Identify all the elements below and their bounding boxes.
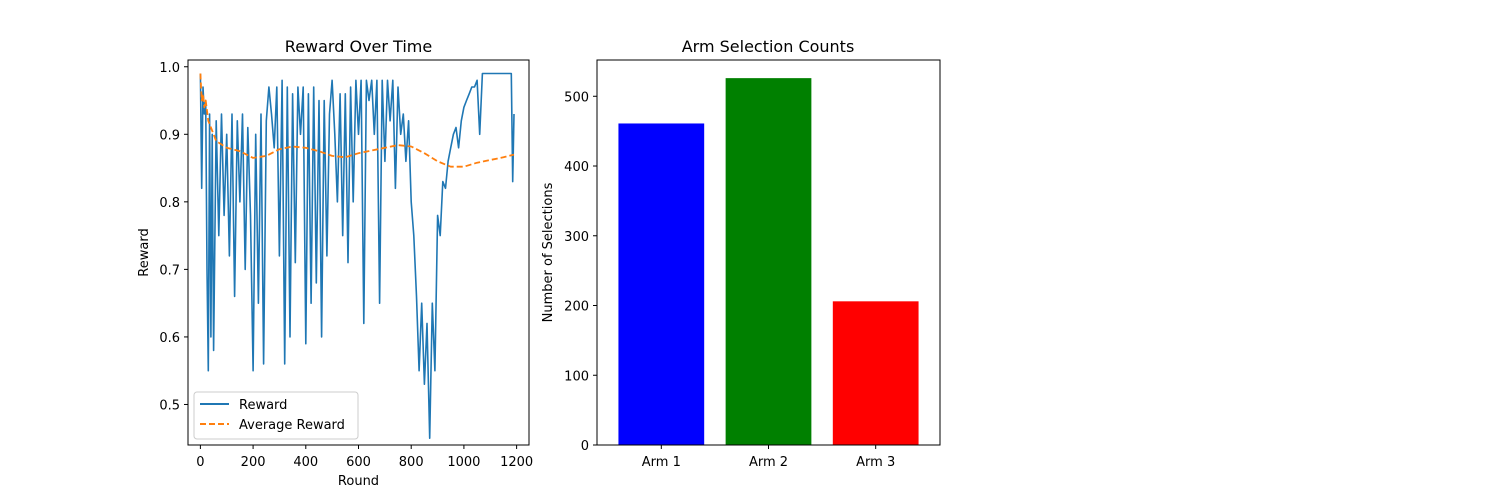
reward-x-axis: 0 200 400 600 800 1000 1200	[196, 445, 533, 470]
reward-line	[199, 72, 515, 440]
y-tick-label: 0.8	[159, 196, 180, 211]
y-tick-label: 500	[564, 90, 589, 105]
bar-arm-1	[618, 123, 705, 445]
reward-over-time-chart: Reward Over Time 0 200 400 600 800 1000 1200 0…	[137, 37, 533, 489]
y-tick-label: 0.9	[159, 128, 180, 143]
bar-arm-2	[725, 78, 812, 445]
y-tick-label: 100	[564, 369, 589, 384]
legend-reward-label: Reward	[239, 398, 287, 413]
arm-y-axis-label: Number of Selections	[541, 182, 556, 322]
y-tick-label: 0.7	[159, 263, 180, 278]
x-tick-label: 400	[293, 455, 318, 470]
category-label: Arm 3	[856, 455, 895, 470]
x-tick-label: 200	[241, 455, 266, 470]
average-reward-line	[199, 73, 515, 168]
y-tick-label: 300	[564, 230, 589, 245]
reward-series-layer	[199, 72, 515, 440]
y-tick-label: 0.5	[159, 398, 180, 413]
reward-chart-title: Reward Over Time	[285, 37, 432, 56]
y-tick-label: 0.6	[159, 331, 180, 346]
y-tick-label: 200	[564, 300, 589, 315]
y-tick-label: 400	[564, 160, 589, 175]
x-tick-label: 1200	[500, 455, 533, 470]
x-tick-label: 800	[399, 455, 424, 470]
y-tick-label: 1.0	[159, 61, 180, 76]
arm-chart-title: Arm Selection Counts	[682, 37, 855, 56]
arm-bars-layer	[618, 78, 919, 445]
bar-arm-3	[832, 301, 919, 445]
reward-y-axis-label: Reward	[137, 228, 152, 276]
category-label: Arm 2	[749, 455, 788, 470]
category-label: Arm 1	[642, 455, 681, 470]
legend-average-reward-label: Average Reward	[239, 418, 345, 433]
arm-x-axis: Arm 1 Arm 2 Arm 3	[642, 445, 895, 470]
x-tick-label: 0	[196, 455, 204, 470]
reward-y-axis: 0.5 0.6 0.7 0.8 0.9 1.0	[159, 61, 188, 413]
x-tick-label: 1000	[447, 455, 480, 470]
y-tick-label: 0	[581, 439, 589, 454]
arm-selection-counts-chart: Arm Selection Counts Arm 1 Arm 2 Arm 3 0 10…	[541, 37, 941, 470]
reward-legend: Reward Average Reward	[193, 391, 359, 440]
legend-frame	[193, 391, 359, 440]
arm-y-axis: 0 100 200 300 400 500	[564, 90, 597, 454]
reward-x-axis-label: Round	[338, 474, 379, 489]
x-tick-label: 600	[346, 455, 371, 470]
